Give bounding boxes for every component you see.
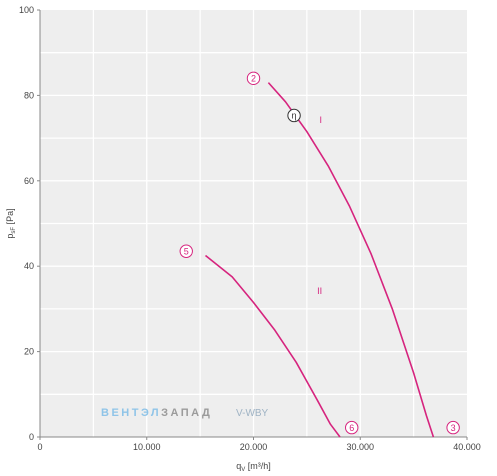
marker-circle — [179, 244, 193, 258]
y-tick-label: 40 — [24, 261, 34, 271]
curve-label-II: II — [317, 286, 322, 296]
marker-label: η — [292, 111, 297, 121]
marker-5: 5 — [179, 244, 193, 258]
curve-label-I: I — [319, 115, 322, 125]
marker-label: 2 — [251, 74, 256, 84]
marker-6: 6 — [345, 420, 359, 435]
watermark-brand: ВЕНТЭЛЗАПАД — [101, 407, 212, 419]
x-axis-label: qV [m³/h] — [236, 461, 271, 473]
y-tick-label: 100 — [19, 5, 34, 15]
y-tick-label: 20 — [24, 347, 34, 357]
x-tick-label: 30.000 — [346, 442, 374, 452]
marker-2: 2 — [246, 71, 261, 86]
watermark-model: V-WBY — [236, 408, 269, 419]
y-tick-label: 60 — [24, 176, 34, 186]
x-tick-label: 10.000 — [133, 442, 161, 452]
x-tick-label: 20.000 — [240, 442, 268, 452]
y-tick-label: 80 — [24, 90, 34, 100]
y-tick-label: 0 — [29, 432, 34, 442]
marker-label: 6 — [349, 423, 354, 433]
x-tick-label: 0 — [37, 442, 42, 452]
marker-circle — [446, 420, 460, 435]
marker-3: 3 — [446, 420, 460, 435]
marker-η: η — [287, 108, 301, 123]
x-tick-label: 40.000 — [453, 442, 481, 452]
marker-label: 5 — [184, 246, 189, 256]
marker-circle — [345, 420, 359, 435]
marker-label: 3 — [451, 423, 456, 433]
y-axis-label: psF [Pa] — [5, 208, 17, 238]
curve-II — [204, 254, 341, 438]
marker-circle — [287, 108, 301, 123]
marker-circle — [246, 71, 261, 86]
